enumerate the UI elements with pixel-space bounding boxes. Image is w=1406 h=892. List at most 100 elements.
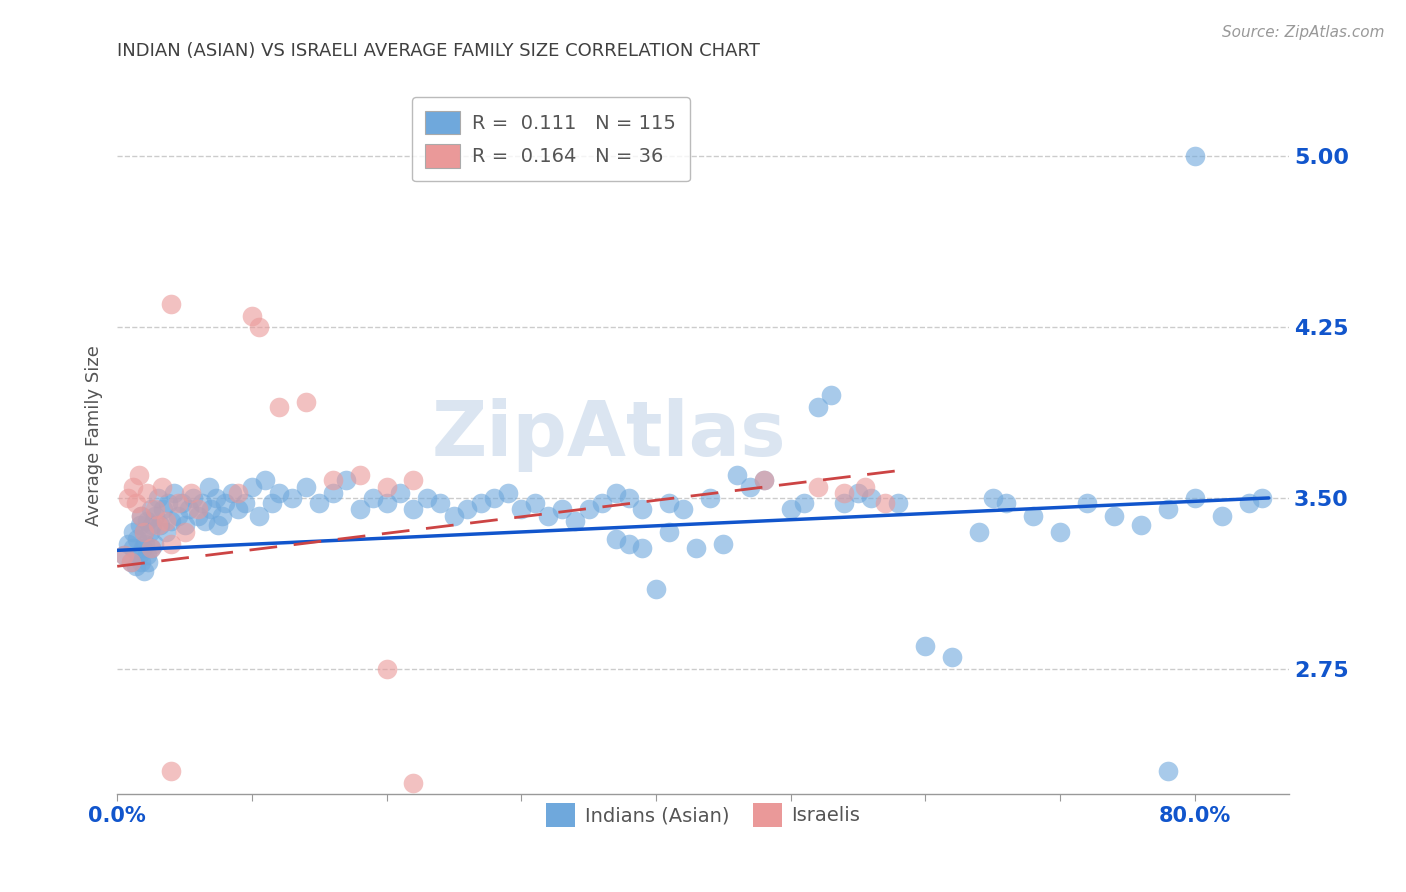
Point <box>131 509 153 524</box>
Point <box>846 486 869 500</box>
Point <box>591 495 613 509</box>
Point <box>207 518 229 533</box>
Point <box>228 502 250 516</box>
Point <box>262 495 284 509</box>
Point <box>139 541 162 555</box>
Point <box>981 491 1004 505</box>
Point <box>496 486 519 500</box>
Point <box>1102 509 1125 524</box>
Point <box>402 473 425 487</box>
Point <box>146 491 169 505</box>
Point <box>211 509 233 524</box>
Point <box>914 639 936 653</box>
Point <box>247 320 270 334</box>
Point <box>294 395 316 409</box>
Point <box>484 491 506 505</box>
Point <box>155 514 177 528</box>
Point <box>122 479 145 493</box>
Point <box>180 486 202 500</box>
Point <box>1184 491 1206 505</box>
Point <box>254 473 277 487</box>
Point <box>740 479 762 493</box>
Point <box>240 309 263 323</box>
Point <box>281 491 304 505</box>
Point <box>141 518 163 533</box>
Point <box>308 495 330 509</box>
Point <box>550 502 572 516</box>
Point <box>793 495 815 509</box>
Point <box>1184 149 1206 163</box>
Point <box>375 662 398 676</box>
Point <box>672 502 695 516</box>
Point <box>146 518 169 533</box>
Point <box>139 541 162 555</box>
Point <box>1022 509 1045 524</box>
Point <box>752 473 775 487</box>
Point <box>1129 518 1152 533</box>
Point <box>160 514 183 528</box>
Point <box>122 525 145 540</box>
Point <box>834 486 856 500</box>
Point <box>429 495 451 509</box>
Point <box>125 559 148 574</box>
Point <box>1211 509 1233 524</box>
Point <box>187 509 209 524</box>
Point <box>143 509 166 524</box>
Point <box>523 495 546 509</box>
Point <box>187 502 209 516</box>
Point <box>160 764 183 779</box>
Point <box>135 548 157 562</box>
Point <box>194 514 217 528</box>
Point <box>166 509 188 524</box>
Point <box>135 486 157 500</box>
Point <box>134 536 156 550</box>
Point <box>1157 764 1180 779</box>
Point <box>134 564 156 578</box>
Point <box>128 468 150 483</box>
Point <box>267 400 290 414</box>
Point <box>375 479 398 493</box>
Point <box>711 536 734 550</box>
Point <box>887 495 910 509</box>
Point <box>131 509 153 524</box>
Point <box>349 502 371 516</box>
Point <box>173 518 195 533</box>
Point <box>117 536 139 550</box>
Point <box>322 486 344 500</box>
Point <box>191 495 214 509</box>
Point <box>134 525 156 540</box>
Point <box>112 548 135 562</box>
Point <box>685 541 707 555</box>
Point <box>117 491 139 505</box>
Point <box>267 486 290 500</box>
Point <box>173 525 195 540</box>
Point <box>834 495 856 509</box>
Point <box>456 502 478 516</box>
Point <box>617 536 640 550</box>
Point <box>416 491 439 505</box>
Point <box>470 495 492 509</box>
Point <box>120 555 142 569</box>
Point <box>806 400 828 414</box>
Point <box>725 468 748 483</box>
Point <box>125 495 148 509</box>
Point <box>617 491 640 505</box>
Point <box>136 555 159 569</box>
Point <box>132 541 155 555</box>
Point <box>1237 495 1260 509</box>
Y-axis label: Average Family Size: Average Family Size <box>86 345 103 525</box>
Point <box>1251 491 1274 505</box>
Point <box>402 775 425 789</box>
Text: ZipAtlas: ZipAtlas <box>432 399 786 473</box>
Point <box>389 486 412 500</box>
Point <box>221 486 243 500</box>
Point <box>941 650 963 665</box>
Point <box>322 473 344 487</box>
Point <box>1076 495 1098 509</box>
Point <box>645 582 668 596</box>
Point <box>578 502 600 516</box>
Point <box>1049 525 1071 540</box>
Point <box>143 502 166 516</box>
Point <box>853 479 876 493</box>
Point <box>294 479 316 493</box>
